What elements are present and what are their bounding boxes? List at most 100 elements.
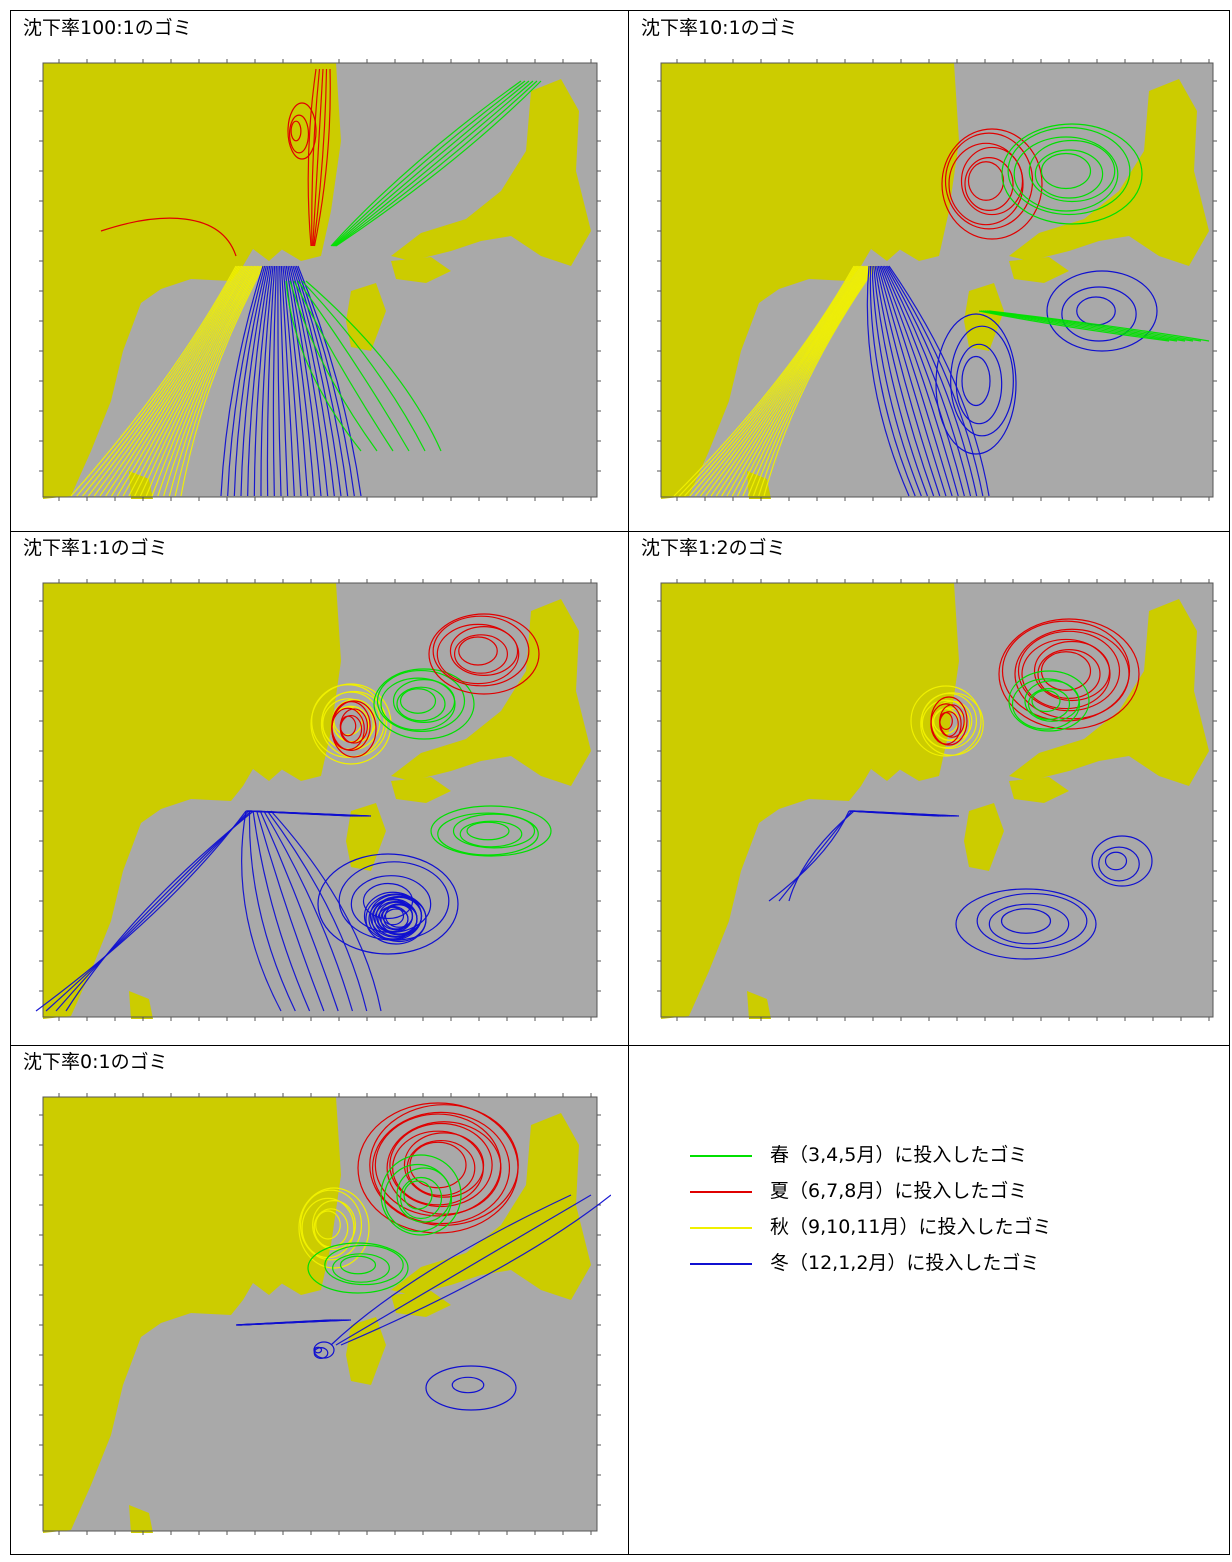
trajectory-spring (982, 310, 1186, 342)
trajectory-winter (1104, 851, 1128, 871)
land-area (709, 799, 745, 833)
trajectory-summer (967, 161, 1005, 201)
trajectory-summer (371, 1111, 511, 1225)
trajectory-winter (272, 265, 277, 497)
trajectory-summer (939, 704, 965, 738)
trajectory-winter (1098, 846, 1140, 882)
trajectory-winter (340, 1194, 611, 1346)
trajectory-map (657, 59, 1217, 501)
trajectory-winter (955, 888, 1097, 960)
land-area (899, 63, 959, 261)
trajectory-winter (270, 810, 382, 1012)
trajectory-winter (885, 265, 978, 497)
trajectory-map (39, 59, 601, 501)
legend-label: 秋（9,10,11月）に投入したゴミ (770, 1216, 1052, 1238)
trajectory-summer (290, 120, 302, 142)
trajectory-autumn (111, 265, 247, 497)
trajectory-winter (335, 1194, 592, 1346)
trajectory-spring (334, 80, 538, 247)
trajectory-summer (458, 636, 498, 666)
trajectory-autumn (312, 1199, 356, 1250)
trajectory-spring (1034, 149, 1104, 199)
trajectory-autumn (721, 265, 867, 497)
column-divider (628, 11, 629, 1554)
trajectory-autumn (710, 265, 864, 497)
panel-10-1: 沈下率10:1のゴミ (629, 11, 1231, 531)
trajectory-autumn (87, 265, 241, 497)
trajectory-winter (338, 861, 450, 941)
trajectory-spring (452, 813, 536, 849)
trajectory-spring (301, 280, 426, 452)
trajectory-map (657, 579, 1217, 1021)
land-area (281, 583, 341, 781)
trajectory-spring (437, 812, 539, 856)
land-area (129, 991, 153, 1019)
trajectory-winter (317, 853, 459, 955)
trajectory-spring (339, 1255, 377, 1275)
trajectory-autumn (731, 265, 870, 497)
land-area (769, 641, 814, 673)
trajectory-autumn (758, 265, 876, 497)
trajectory-spring (297, 280, 410, 452)
trajectory-autumn (699, 265, 862, 497)
trajectory-winter (289, 265, 329, 497)
trajectory-autumn (311, 684, 385, 758)
legend-swatch (690, 1227, 752, 1229)
land-area (1009, 777, 1069, 803)
trajectory-autumn (310, 683, 392, 765)
land-area (1009, 599, 1209, 786)
trajectory-winter (873, 265, 929, 497)
trajectory-spring (330, 80, 522, 247)
trajectory-spring (1007, 126, 1131, 216)
trajectory-spring (988, 310, 1210, 342)
trajectory-spring (1011, 678, 1081, 730)
trajectory-spring (332, 80, 530, 247)
panel-title: 沈下率1:1のゴミ (23, 537, 168, 559)
trajectory-autumn (315, 1210, 341, 1240)
trajectory-autumn (736, 265, 871, 497)
trajectory-spring (380, 677, 456, 731)
trajectory-autumn (122, 265, 250, 497)
panel-title: 沈下率10:1のゴミ (641, 17, 798, 39)
trajectory-spring (333, 80, 534, 247)
trajectory-summer (449, 625, 519, 676)
trajectory-autumn (70, 265, 237, 497)
trajectory-winter (365, 893, 427, 945)
land-area (391, 1113, 591, 1300)
land-area (43, 63, 331, 499)
trajectory-winter (874, 265, 935, 497)
land-area (391, 257, 451, 283)
trajectory-spring (1008, 670, 1090, 732)
trajectory-winter (290, 265, 335, 497)
trajectory-winter (988, 903, 1070, 945)
trajectory-winter (313, 1341, 335, 1359)
legend-label: 冬（12,1,2月）に投入したゴミ (770, 1252, 1040, 1274)
trajectory-spring (285, 280, 362, 452)
trajectory-winter (961, 355, 991, 407)
panel-title: 沈下率100:1のゴミ (23, 17, 192, 39)
trajectory-winter (266, 810, 368, 1012)
trajectory-winter (1061, 286, 1137, 342)
trajectory-summer (100, 217, 237, 257)
legend-label: 夏（6,7,8月）に投入したゴミ (770, 1180, 1028, 1202)
land-area (151, 641, 196, 673)
trajectory-autumn (752, 265, 875, 497)
trajectory-autumn (689, 265, 859, 497)
trajectory-winter (220, 265, 264, 497)
panel-0-1: 沈下率0:1のゴミ (11, 1045, 628, 1555)
trajectory-winter (65, 810, 254, 1012)
trajectory-autumn (163, 265, 260, 497)
trajectory-winter (882, 265, 965, 497)
trajectory-winter (248, 810, 296, 1012)
land-area (281, 1097, 341, 1295)
trajectory-winter (330, 1194, 572, 1346)
trajectory-spring (380, 1154, 462, 1236)
trajectory-summer (313, 68, 328, 247)
trajectory-summer (357, 1102, 519, 1234)
land-area (964, 283, 1004, 351)
land-area (391, 599, 591, 786)
land-area (281, 63, 341, 261)
trajectory-spring (324, 1244, 404, 1286)
land-area (346, 283, 386, 351)
trajectory-summer (392, 1130, 484, 1206)
